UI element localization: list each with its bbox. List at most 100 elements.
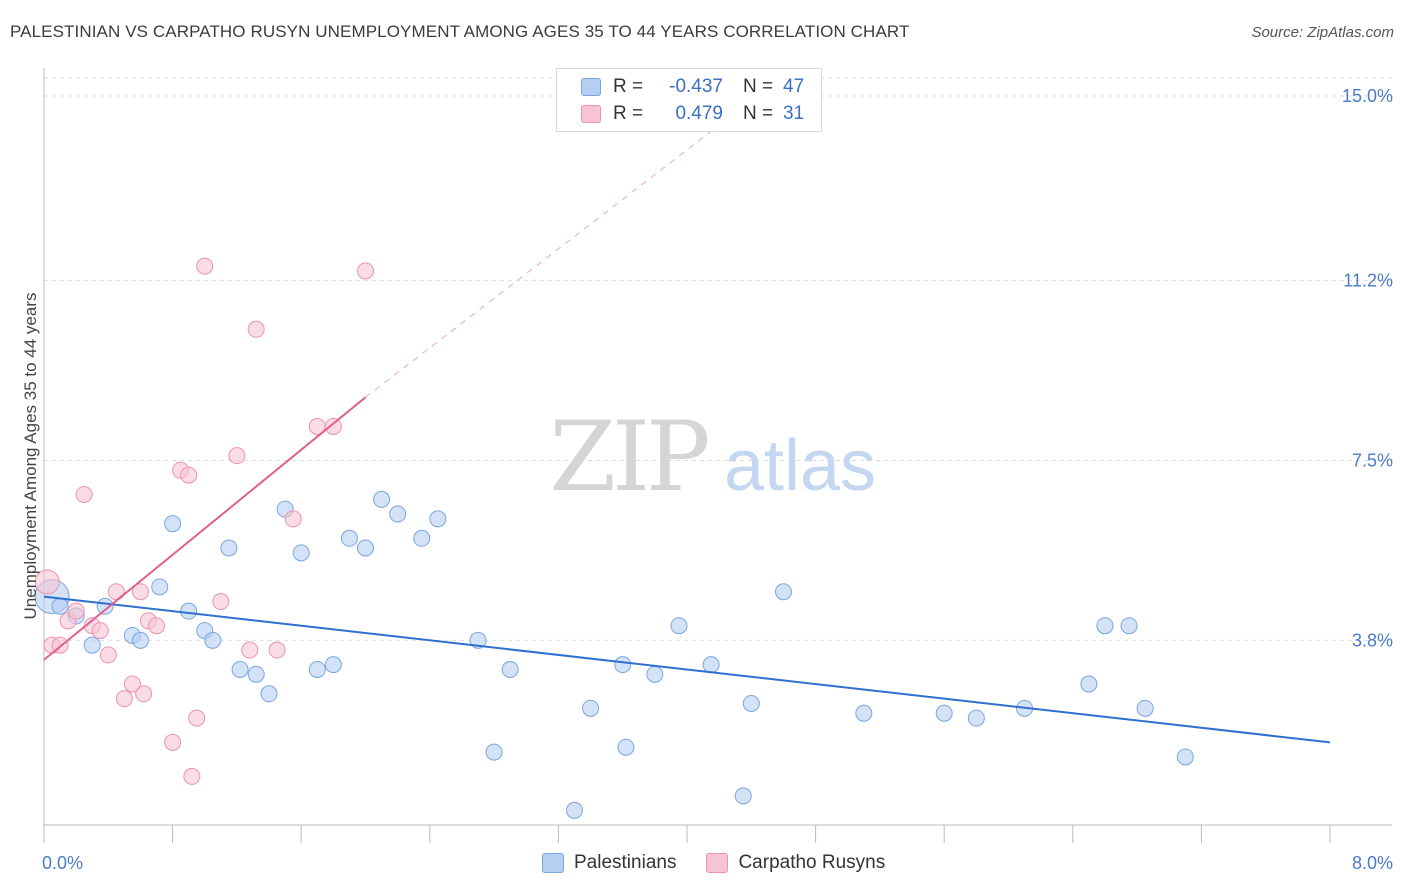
- legend-swatch-pink: [706, 853, 729, 873]
- carpatho-rusyns-trend-extension: [365, 124, 720, 398]
- palestinians-point: [204, 631, 222, 649]
- carpatho-rusyns-point: [247, 320, 265, 338]
- legend-r-label: R =: [613, 103, 644, 124]
- palestinians-point: [180, 602, 198, 620]
- palestinians-point: [1120, 617, 1138, 635]
- y-tick-label: 11.2%: [1343, 271, 1393, 291]
- palestinians-point: [1136, 699, 1154, 717]
- palestinians-point: [413, 529, 431, 547]
- y-tick-label: 15.0%: [1342, 86, 1393, 106]
- legend-r-value: -0.437: [669, 76, 723, 97]
- palestinians-point: [967, 709, 985, 727]
- legend-r-label: R =: [613, 76, 644, 97]
- watermark-atlas: atlas: [724, 426, 876, 506]
- palestinians-point: [83, 636, 101, 654]
- legend-row-carpatho-rusyns: R = 0.479 N = 31: [581, 103, 804, 125]
- palestinians-point: [220, 539, 238, 557]
- palestinians-point: [614, 656, 632, 674]
- palestinians-point: [774, 583, 792, 601]
- palestinians-point: [501, 660, 519, 678]
- palestinians-point: [357, 539, 374, 557]
- palestinians-point: [935, 704, 953, 722]
- legend-n-value: 47: [783, 76, 805, 97]
- carpatho-rusyns-point: [241, 641, 259, 659]
- carpatho-rusyns-point: [268, 641, 286, 659]
- carpatho-rusyns-trend-line: [43, 396, 367, 661]
- legend-label-carpatho-rusyns: Carpatho Rusyns: [738, 852, 886, 873]
- carpatho-rusyns-point: [188, 709, 206, 727]
- carpatho-rusyns-point: [284, 510, 302, 528]
- palestinians-point: [702, 656, 720, 674]
- watermark: ZIP atlas: [549, 401, 876, 513]
- palestinians-point: [429, 510, 447, 528]
- x-tick-label: 0.0%: [42, 853, 83, 873]
- gridlines: [44, 77, 1392, 641]
- palestinians-point: [646, 665, 664, 683]
- palestinians-point: [260, 685, 278, 703]
- palestinians-point: [617, 738, 635, 756]
- source-label: Source: ZipAtlas.com: [1251, 24, 1394, 41]
- palestinians-point: [324, 656, 342, 674]
- carpatho-rusyns-point: [135, 685, 153, 703]
- tick-labels: 3.8% 7.5% 11.2% 15.0% 0.0% 8.0%: [42, 86, 1393, 873]
- series-legend: Palestinians Carpatho Rusyns: [542, 852, 915, 874]
- legend-row-palestinians: R = -0.437 N = 47: [581, 76, 804, 98]
- y-tick-label: 3.8%: [1352, 630, 1393, 650]
- palestinians-points: [34, 490, 1194, 819]
- y-axis-label: Unemployment Among Ages 35 to 44 years: [21, 293, 40, 620]
- carpatho-rusyns-point: [91, 622, 109, 640]
- legend-label-palestinians: Palestinians: [574, 852, 677, 873]
- palestinians-point: [855, 704, 873, 722]
- carpatho-rusyns-point: [148, 617, 166, 635]
- palestinians-point: [51, 597, 69, 615]
- x-tick-label: 8.0%: [1352, 853, 1393, 873]
- palestinians-point: [247, 665, 265, 683]
- palestinians-point: [485, 743, 503, 761]
- legend-r-value: 0.479: [675, 103, 723, 124]
- palestinians-point: [131, 631, 149, 649]
- palestinians-point: [1096, 617, 1114, 635]
- carpatho-rusyns-point: [99, 646, 117, 664]
- carpatho-rusyns-point: [228, 447, 246, 465]
- palestinians-point: [1176, 748, 1194, 766]
- carpatho-rusyns-point: [123, 675, 141, 693]
- chart-title: PALESTINIAN VS CARPATHO RUSYN UNEMPLOYME…: [10, 22, 910, 41]
- palestinians-point: [340, 529, 358, 547]
- legend-swatch-blue: [581, 78, 601, 96]
- carpatho-rusyns-point: [357, 262, 374, 280]
- palestinians-point: [164, 515, 182, 533]
- palestinians-point: [389, 505, 407, 523]
- carpatho-rusyns-point: [75, 486, 93, 504]
- carpatho-rusyns-point: [212, 592, 230, 610]
- palestinians-point: [582, 699, 600, 717]
- palestinians-point: [670, 617, 688, 635]
- carpatho-rusyns-points: [34, 257, 374, 785]
- carpatho-rusyns-point: [324, 417, 342, 435]
- legend-swatch-blue: [542, 853, 564, 873]
- palestinians-trend-line: [43, 595, 1331, 744]
- carpatho-rusyns-point: [34, 569, 60, 595]
- correlation-legend: R = -0.437 N = 47 R = 0.479 N = 31: [556, 68, 822, 132]
- palestinians-point: [231, 660, 249, 678]
- palestinians-point: [308, 660, 326, 678]
- palestinians-point: [151, 578, 169, 596]
- carpatho-rusyns-point: [183, 767, 201, 785]
- palestinians-point: [565, 801, 583, 819]
- palestinians-point: [373, 490, 391, 508]
- palestinians-point: [469, 631, 487, 649]
- carpatho-rusyns-point: [131, 583, 149, 601]
- legend-item-carpatho-rusyns[interactable]: Carpatho Rusyns: [706, 852, 885, 874]
- carpatho-rusyns-point: [115, 690, 133, 708]
- axes: [43, 68, 1392, 843]
- palestinians-point: [1080, 675, 1098, 693]
- legend-n-value: 31: [783, 103, 805, 124]
- palestinians-point: [742, 695, 760, 712]
- palestinians-point: [734, 787, 752, 805]
- palestinians-point: [292, 544, 310, 562]
- carpatho-rusyns-point: [180, 466, 198, 484]
- legend-item-palestinians[interactable]: Palestinians: [542, 852, 676, 874]
- legend-swatch-pink: [581, 105, 601, 123]
- trend-lines: [43, 124, 1331, 744]
- y-tick-label: 7.5%: [1352, 451, 1393, 471]
